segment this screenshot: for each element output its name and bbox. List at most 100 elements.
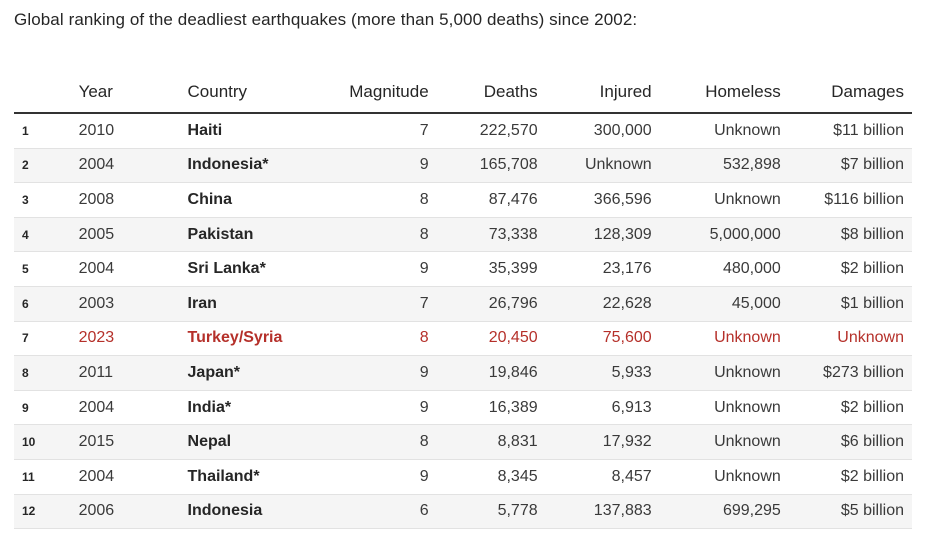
cell-homeless: Unknown [651,113,781,149]
cell-country: Japan* [187,355,317,391]
table-row: 1 2010 Haiti 7 222,570 300,000 Unknown $11 bill… [14,113,912,149]
cell-injured: 22,628 [537,286,652,322]
cell-homeless: 5,000,000 [651,217,781,253]
cell-deaths: 8,831 [428,424,538,460]
cell-deaths: 8,345 [428,459,538,495]
cell-homeless: Unknown [651,459,781,495]
cell-injured: Unknown [537,148,652,184]
cell-homeless: Unknown [651,390,781,426]
cell-magnitude: 9 [316,355,429,391]
cell-rank: 1 [14,113,79,149]
cell-injured: 137,883 [537,494,652,530]
table-row: 5 2004 Sri Lanka* 9 35,399 23,176 480,000 $2 bi… [14,251,912,287]
header-rank [14,72,79,114]
cell-injured: 366,596 [537,182,652,218]
cell-country: Nepal [187,424,317,460]
cell-country: Iran [187,286,317,322]
table-body: 1 2010 Haiti 7 222,570 300,000 Unknown $11 bill… [14,113,912,530]
cell-country: Haiti [187,113,317,149]
cell-country: China [187,182,317,218]
header-magnitude: Magnitude [316,72,429,114]
cell-homeless: 45,000 [651,286,781,322]
table-row: 12 2006 Indonesia 6 5,778 137,883 699,295 $5 bi… [14,494,912,530]
cell-country: India* [187,390,317,426]
header-injured: Injured [537,72,652,114]
cell-rank: 3 [14,182,79,218]
cell-year: 2004 [78,459,188,495]
cell-deaths: 222,570 [428,113,538,149]
cell-magnitude: 6 [316,494,429,530]
cell-deaths: 20,450 [428,321,538,357]
cell-rank: 11 [14,459,79,495]
cell-deaths: 16,389 [428,390,538,426]
cell-homeless: Unknown [651,424,781,460]
cell-deaths: 19,846 [428,355,538,391]
cell-magnitude: 8 [316,217,429,253]
cell-rank: 5 [14,251,79,287]
table-row: 10 2015 Nepal 8 8,831 17,932 Unknown $6 billion [14,424,912,460]
table-row: 4 2005 Pakistan 8 73,338 128,309 5,000,000 $8 b… [14,217,912,253]
cell-damages: $2 billion [780,390,912,426]
cell-country: Turkey/Syria [187,321,317,357]
cell-deaths: 5,778 [428,494,538,530]
cell-deaths: 87,476 [428,182,538,218]
cell-country: Thailand* [187,459,317,495]
table-row: 11 2004 Thailand* 9 8,345 8,457 Unknown $2 bill… [14,459,912,495]
cell-injured: 8,457 [537,459,652,495]
cell-deaths: 35,399 [428,251,538,287]
cell-year: 2006 [78,494,188,530]
cell-year: 2003 [78,286,188,322]
cell-year: 2004 [78,148,188,184]
cell-country: Indonesia* [187,148,317,184]
cell-year: 2015 [78,424,188,460]
cell-deaths: 165,708 [428,148,538,184]
table-row: 8 2011 Japan* 9 19,846 5,933 Unknown $273 billi… [14,355,912,391]
header-deaths: Deaths [428,72,538,114]
table-row: 3 2008 China 8 87,476 366,596 Unknown $116 bill… [14,182,912,218]
cell-rank: 4 [14,217,79,253]
cell-homeless: Unknown [651,182,781,218]
earthquake-table: Year Country Magnitude Deaths Injured Ho… [14,72,912,530]
table-row: 6 2003 Iran 7 26,796 22,628 45,000 $1 billion [14,286,912,322]
cell-damages: $8 billion [780,217,912,253]
cell-magnitude: 8 [316,424,429,460]
cell-magnitude: 9 [316,251,429,287]
cell-injured: 23,176 [537,251,652,287]
cell-damages: $2 billion [780,459,912,495]
cell-damages: $116 billion [780,182,912,218]
cell-magnitude: 9 [316,459,429,495]
cell-rank: 7 [14,321,79,357]
header-damages: Damages [780,72,912,114]
cell-rank: 8 [14,355,79,391]
cell-homeless: 699,295 [651,494,781,530]
cell-damages: $1 billion [780,286,912,322]
table-row: 2 2004 Indonesia* 9 165,708 Unknown 532,898 $7 … [14,148,912,184]
cell-rank: 9 [14,390,79,426]
cell-injured: 17,932 [537,424,652,460]
cell-country: Indonesia [187,494,317,530]
cell-homeless: 532,898 [651,148,781,184]
cell-rank: 10 [14,424,79,460]
cell-magnitude: 7 [316,286,429,322]
cell-injured: 5,933 [537,355,652,391]
cell-magnitude: 8 [316,321,429,357]
cell-damages: Unknown [780,321,912,357]
cell-year: 2010 [78,113,188,149]
cell-year: 2004 [78,390,188,426]
cell-injured: 75,600 [537,321,652,357]
cell-year: 2005 [78,217,188,253]
cell-damages: $5 billion [780,494,912,530]
cell-homeless: 480,000 [651,251,781,287]
cell-magnitude: 9 [316,390,429,426]
table-header-row: Year Country Magnitude Deaths Injured Ho… [14,72,912,114]
cell-rank: 6 [14,286,79,322]
cell-damages: $11 billion [780,113,912,149]
header-year: Year [78,72,188,114]
cell-damages: $2 billion [780,251,912,287]
cell-rank: 12 [14,494,79,530]
cell-year: 2004 [78,251,188,287]
cell-year: 2023 [78,321,188,357]
cell-country: Sri Lanka* [187,251,317,287]
cell-rank: 2 [14,148,79,184]
cell-damages: $7 billion [780,148,912,184]
